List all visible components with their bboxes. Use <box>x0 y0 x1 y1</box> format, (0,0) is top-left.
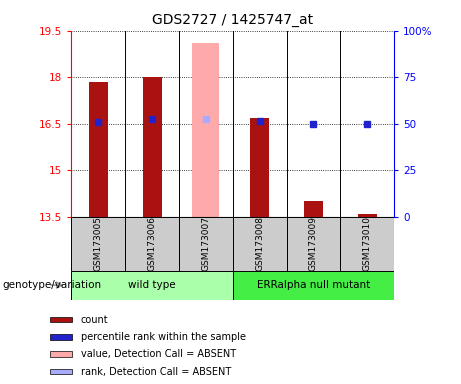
Bar <box>233 217 287 271</box>
Bar <box>233 271 394 300</box>
Text: genotype/variation: genotype/variation <box>2 280 101 290</box>
Text: ERRalpha null mutant: ERRalpha null mutant <box>257 280 370 290</box>
Bar <box>340 217 394 271</box>
Bar <box>143 77 161 217</box>
Text: wild type: wild type <box>128 280 176 290</box>
Bar <box>287 217 340 271</box>
Bar <box>193 43 219 217</box>
Bar <box>50 369 72 374</box>
Bar <box>89 82 108 217</box>
Bar <box>179 217 233 271</box>
Text: rank, Detection Call = ABSENT: rank, Detection Call = ABSENT <box>81 366 231 377</box>
Text: GSM173009: GSM173009 <box>309 216 318 271</box>
Bar <box>50 317 72 323</box>
Title: GDS2727 / 1425747_at: GDS2727 / 1425747_at <box>152 13 313 27</box>
Bar <box>71 271 233 300</box>
Bar <box>50 334 72 340</box>
Text: percentile rank within the sample: percentile rank within the sample <box>81 332 246 342</box>
Text: GSM173008: GSM173008 <box>255 216 264 271</box>
Text: GSM173010: GSM173010 <box>363 216 372 271</box>
Text: GSM173006: GSM173006 <box>148 216 157 271</box>
Bar <box>250 118 269 217</box>
Bar <box>125 217 179 271</box>
Bar <box>358 214 377 217</box>
Text: count: count <box>81 314 108 325</box>
Bar <box>50 351 72 357</box>
Bar <box>304 202 323 217</box>
Text: GSM173007: GSM173007 <box>201 216 210 271</box>
Text: value, Detection Call = ABSENT: value, Detection Call = ABSENT <box>81 349 236 359</box>
Bar <box>71 217 125 271</box>
Text: GSM173005: GSM173005 <box>94 216 103 271</box>
